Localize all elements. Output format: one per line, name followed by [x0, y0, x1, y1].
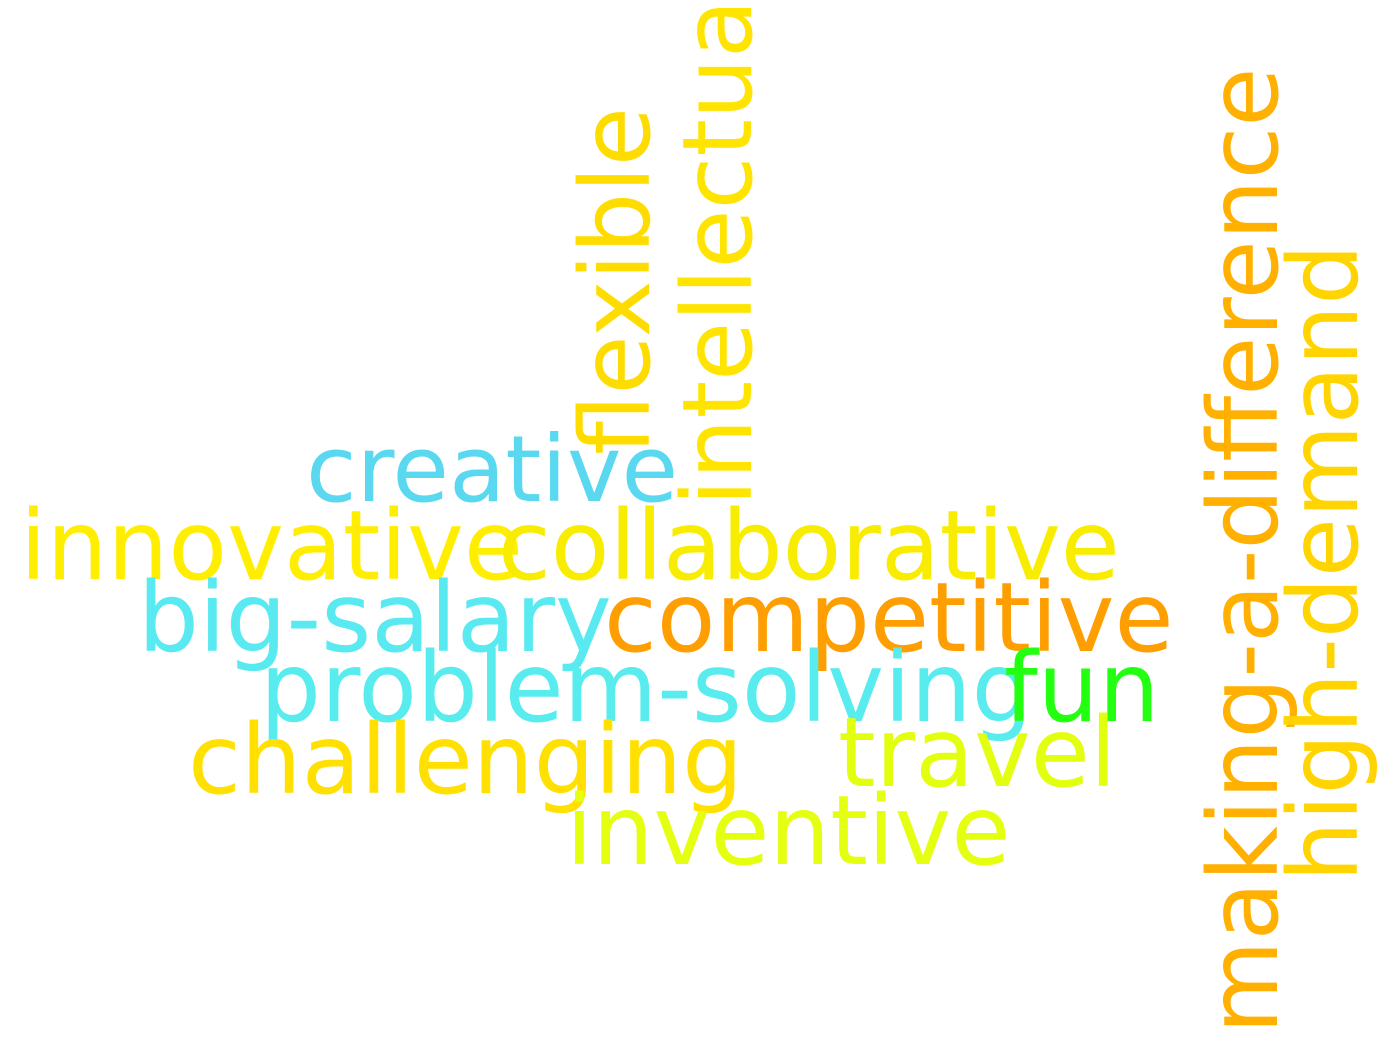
word-challenging: challenging [188, 704, 744, 816]
word-inventive: inventive [566, 775, 1011, 887]
word-travel: travel [838, 697, 1117, 809]
word-innovative: innovative [20, 490, 523, 602]
word-problem-solving: problem-solving [260, 632, 1033, 744]
word-big-salary: big-salary [138, 562, 612, 674]
word-creative: creative [306, 416, 679, 523]
word-intellectual: intellectual [662, 0, 774, 506]
word-competitive: competitive [604, 562, 1174, 674]
word-flexible: flexible [560, 107, 672, 455]
word-fun: fun [1004, 632, 1160, 744]
word-high-demand: high-demand [1268, 243, 1378, 882]
word-collaborative: collaborative [498, 490, 1120, 602]
